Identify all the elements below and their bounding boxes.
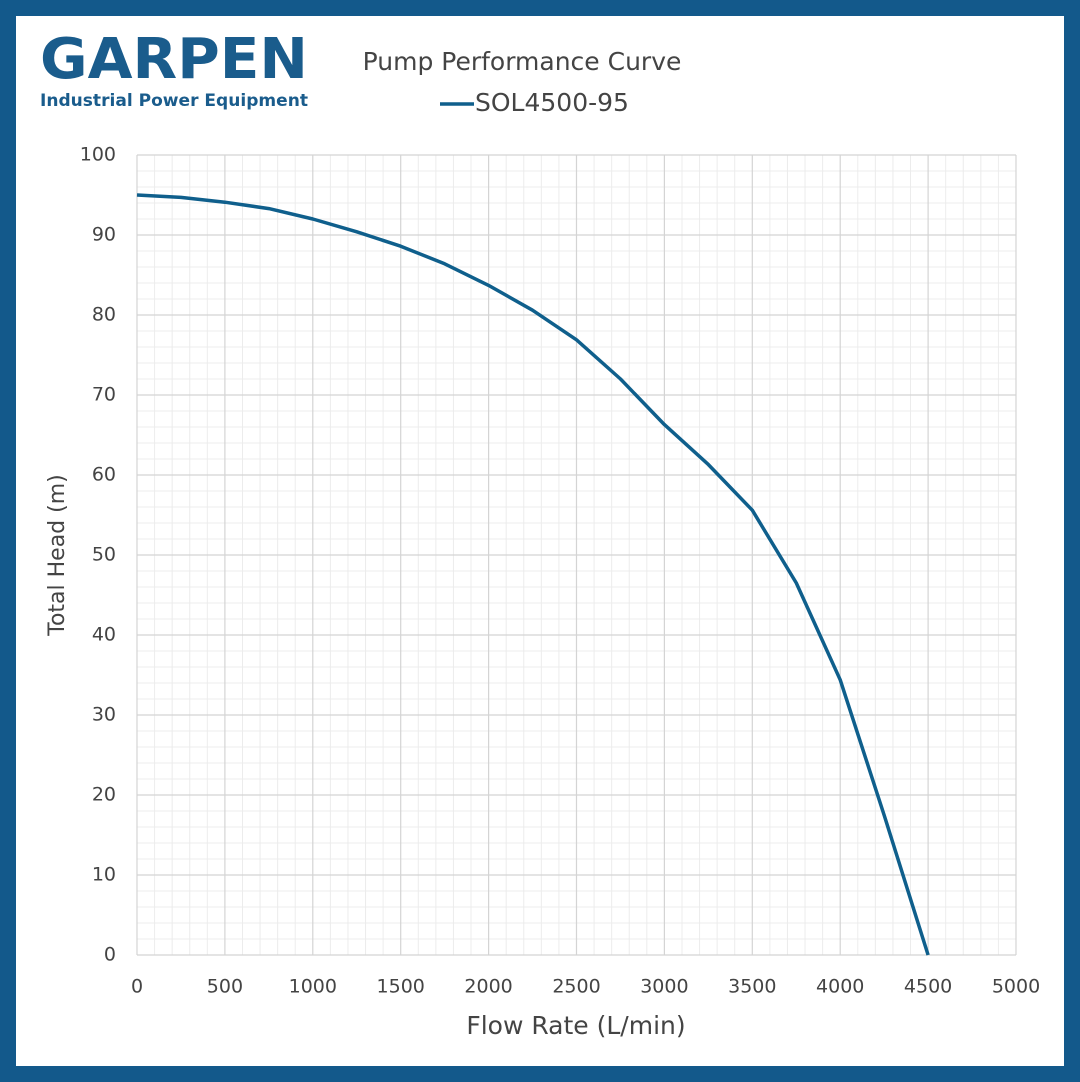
plot (136, 193, 930, 956)
legend-label: SOL4500-95 (475, 88, 629, 117)
y-axis-title: Total Head (m) (45, 474, 70, 637)
x-axis-title: Flow Rate (L/min) (466, 1011, 685, 1040)
y-tick-label: 90 (92, 224, 116, 246)
y-tick-label: 50 (92, 544, 116, 566)
y-tick-label: 70 (92, 384, 116, 406)
y-tick-label: 60 (92, 464, 116, 486)
x-tick-label: 4000 (816, 976, 864, 998)
x-tick-label: 2000 (464, 976, 512, 998)
y-tick-label: 20 (92, 784, 116, 806)
brand-tagline: Industrial Power Equipment (40, 91, 308, 111)
x-tick-label: 0 (131, 976, 143, 998)
x-tick-label: 4500 (904, 976, 952, 998)
x-tick-label: 5000 (992, 976, 1040, 998)
y-tick-label: 0 (104, 944, 116, 966)
x-tick-label: 3500 (728, 976, 776, 998)
y-tick-label: 40 (92, 624, 116, 646)
data-line (136, 193, 930, 956)
grid (136, 154, 1017, 956)
x-tick-label: 1000 (289, 976, 337, 998)
x-tick-label: 1500 (377, 976, 425, 998)
brand-logo: GARPEN (40, 27, 308, 92)
chart-title: Pump Performance Curve (363, 47, 682, 76)
y-tick-label: 30 (92, 704, 116, 726)
y-tick-label: 10 (92, 864, 116, 886)
x-tick-label: 500 (207, 976, 243, 998)
y-tick-label: 80 (92, 304, 116, 326)
x-tick-label: 3000 (640, 976, 688, 998)
y-tick-label: 100 (80, 144, 116, 166)
x-tick-label: 2500 (552, 976, 600, 998)
